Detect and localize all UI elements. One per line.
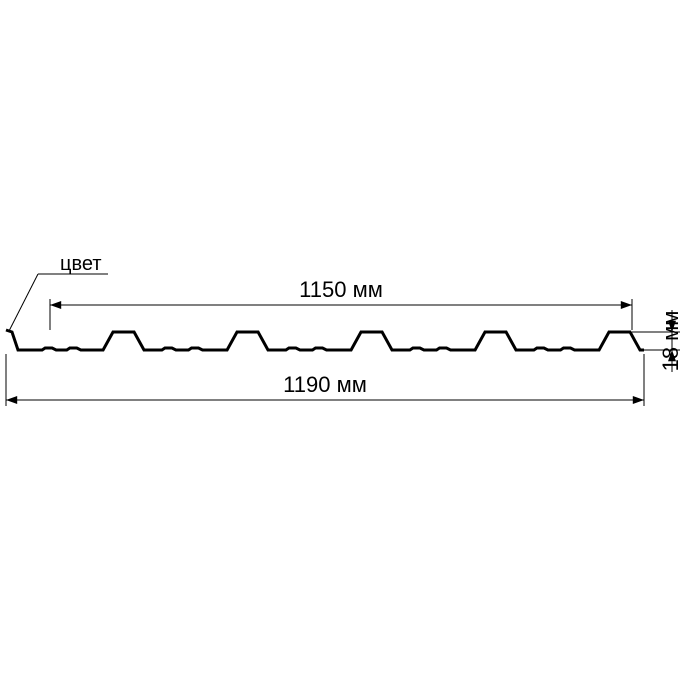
color-leader-diag — [9, 274, 38, 331]
color-label: цвет — [60, 253, 101, 275]
dim-total-text: 1190 мм — [283, 372, 367, 397]
profile-cross-section-diagram: цвет 1150 мм 1190 мм 18 мм — [0, 0, 700, 700]
dim-working-text: 1150 мм — [299, 277, 383, 302]
dim-height-text: 18 мм — [658, 311, 683, 372]
corrugated-profile — [6, 330, 644, 350]
